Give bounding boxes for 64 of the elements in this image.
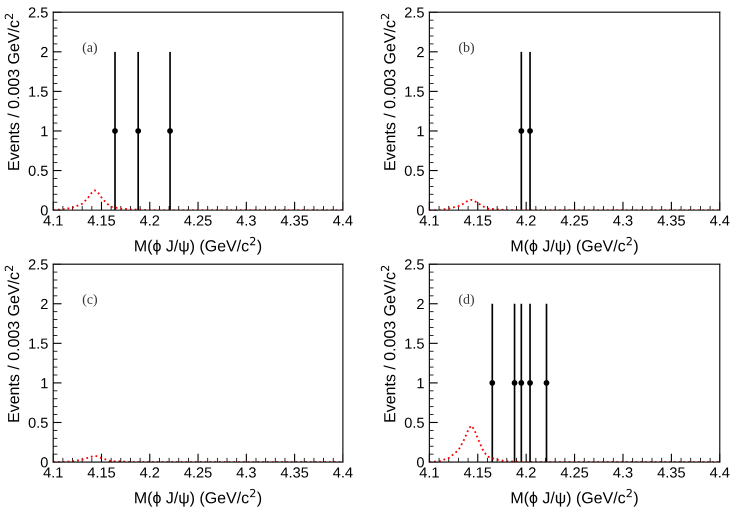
y-tick-label: 1 xyxy=(41,126,48,136)
x-tick-label: 4.15 xyxy=(88,216,116,226)
x-axis-title: M(ϕ J/ψ) (GeV/c$^{2}$) xyxy=(512,236,638,255)
y-tick-label: 0 xyxy=(416,457,424,468)
y-axis-title: Events / 0.003 GeV/c$^{2}$ xyxy=(380,266,396,422)
y-tick-label: 1 xyxy=(418,378,424,388)
x-tick-label: 4.1 xyxy=(420,467,439,478)
x-tick-label: 4.2 xyxy=(140,215,160,226)
y-tick-label: 0 xyxy=(416,205,424,216)
y-axis-title: Events / 0.003 GeV/c$^{2}$ xyxy=(4,14,20,170)
x-tick-label: 4.3 xyxy=(236,467,256,478)
y-tick-label: 0 xyxy=(40,205,48,216)
y-axis-title: Events / 0.003 GeV/c$^{2}$ xyxy=(4,266,20,422)
x-axis-title: M(ϕ J/ψ) (GeV/c$^{2}$) xyxy=(512,488,638,507)
x-tick-label: 4.3 xyxy=(236,215,256,226)
x-tick-label: 4.35 xyxy=(658,215,685,226)
x-tick-label: 4.2 xyxy=(140,467,160,478)
x-tick-label: 4.4 xyxy=(333,216,353,226)
y-tick-label: 2 xyxy=(417,46,424,58)
x-tick-label: 4.25 xyxy=(560,215,588,226)
y-tick-label: 2.5 xyxy=(28,259,48,270)
x-tick-label: 4.35 xyxy=(280,215,308,226)
x-tick-label: 4.35 xyxy=(658,467,685,478)
y-tick-label: 2.5 xyxy=(404,259,424,270)
y-tick-label: 0.5 xyxy=(404,166,424,176)
y-tick-label: 0.5 xyxy=(28,166,48,176)
y-tick-label: 1 xyxy=(418,126,424,136)
y-tick-label: 1 xyxy=(41,378,48,388)
y-tick-label: 1.5 xyxy=(405,86,424,97)
x-tick-label: 4.1 xyxy=(43,467,63,478)
x-tick-label: 4.15 xyxy=(464,467,492,478)
y-tick-label: 1.5 xyxy=(405,338,424,349)
x-tick-label: 4.25 xyxy=(184,215,212,226)
y-axis-title: Events / 0.003 GeV/c$^{2}$ xyxy=(380,14,396,170)
annotation: (a) xyxy=(82,42,97,55)
y-tick-label: 1.5 xyxy=(29,338,48,349)
x-tick-label: 4.4 xyxy=(710,467,730,478)
x-tick-label: 4.1 xyxy=(43,216,63,226)
annotation: (b) xyxy=(459,42,474,55)
annotation: (d) xyxy=(459,294,474,307)
y-tick-label: 2.5 xyxy=(28,7,48,18)
y-tick-label: 0.5 xyxy=(404,418,424,428)
y-tick-label: 2 xyxy=(40,298,48,310)
y-tick-label: 0 xyxy=(40,457,48,468)
x-tick-label: 4.25 xyxy=(560,467,588,478)
x-tick-label: 4.4 xyxy=(710,216,730,226)
y-tick-label: 2.5 xyxy=(404,7,424,18)
x-axis-title: M(ϕ J/ψ) (GeV/c$^{2}$) xyxy=(135,236,262,255)
x-tick-label: 4.2 xyxy=(516,215,536,226)
y-tick-label: 2 xyxy=(40,46,48,58)
x-tick-label: 4.1 xyxy=(420,216,439,226)
annotation: (c) xyxy=(82,294,97,307)
x-axis-title: M(ϕ J/ψ) (GeV/c$^{2}$) xyxy=(135,488,262,507)
x-tick-label: 4.15 xyxy=(464,216,492,226)
y-tick-label: 1.5 xyxy=(29,86,48,97)
x-tick-label: 4.3 xyxy=(613,467,632,478)
x-tick-label: 4.3 xyxy=(613,215,632,226)
x-tick-label: 4.35 xyxy=(280,467,308,478)
x-tick-label: 4.25 xyxy=(184,467,212,478)
x-tick-label: 4.2 xyxy=(516,467,536,478)
y-tick-label: 0.5 xyxy=(28,418,48,428)
y-tick-label: 2 xyxy=(417,298,424,310)
x-tick-label: 4.4 xyxy=(333,467,353,478)
x-tick-label: 4.15 xyxy=(88,467,116,478)
